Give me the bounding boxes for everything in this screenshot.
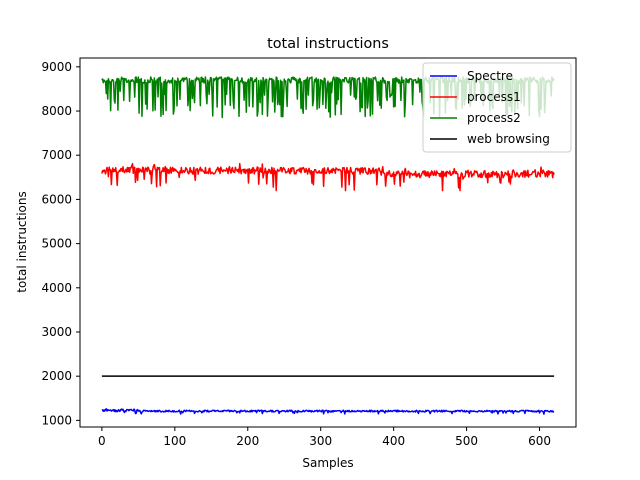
y-tick-label: 6000: [41, 192, 72, 206]
y-tick-label: 7000: [41, 148, 72, 162]
y-tick-label: 2000: [41, 369, 72, 383]
x-tick-label: 400: [382, 434, 405, 448]
legend-label: process2: [467, 111, 521, 125]
y-axis-label: total instructions: [15, 191, 29, 293]
legend: Spectre process1 process2 web browsing: [422, 62, 572, 153]
x-tick-label: 600: [528, 434, 551, 448]
x-tick-label: 300: [309, 434, 332, 448]
legend-label: Spectre: [467, 69, 513, 83]
y-tick-label: 4000: [41, 281, 72, 295]
x-tick-label: 200: [236, 434, 259, 448]
y-tick-label: 9000: [41, 60, 72, 74]
legend-label: web browsing: [467, 132, 550, 146]
y-tick-label: 5000: [41, 237, 72, 251]
legend-box: [422, 62, 572, 153]
x-tick-label: 0: [98, 434, 106, 448]
y-tick-label: 8000: [41, 104, 72, 118]
x-axis: 0 100 200 300 400 500 600: [98, 427, 551, 448]
y-tick-label: 1000: [41, 413, 72, 427]
legend-label: process1: [467, 90, 521, 104]
y-axis: 1000 2000 3000 4000 5000 6000 7000 8000 9000: [41, 60, 80, 427]
x-axis-label: Samples: [302, 456, 353, 470]
chart-title: total instructions: [267, 36, 389, 52]
series-line-process1: [101, 162, 555, 192]
x-tick-label: 100: [163, 434, 186, 448]
series-line-spectre: [101, 408, 555, 415]
plot-frame: [79, 57, 577, 428]
x-tick-label: 500: [455, 434, 478, 448]
y-tick-label: 3000: [41, 325, 72, 339]
